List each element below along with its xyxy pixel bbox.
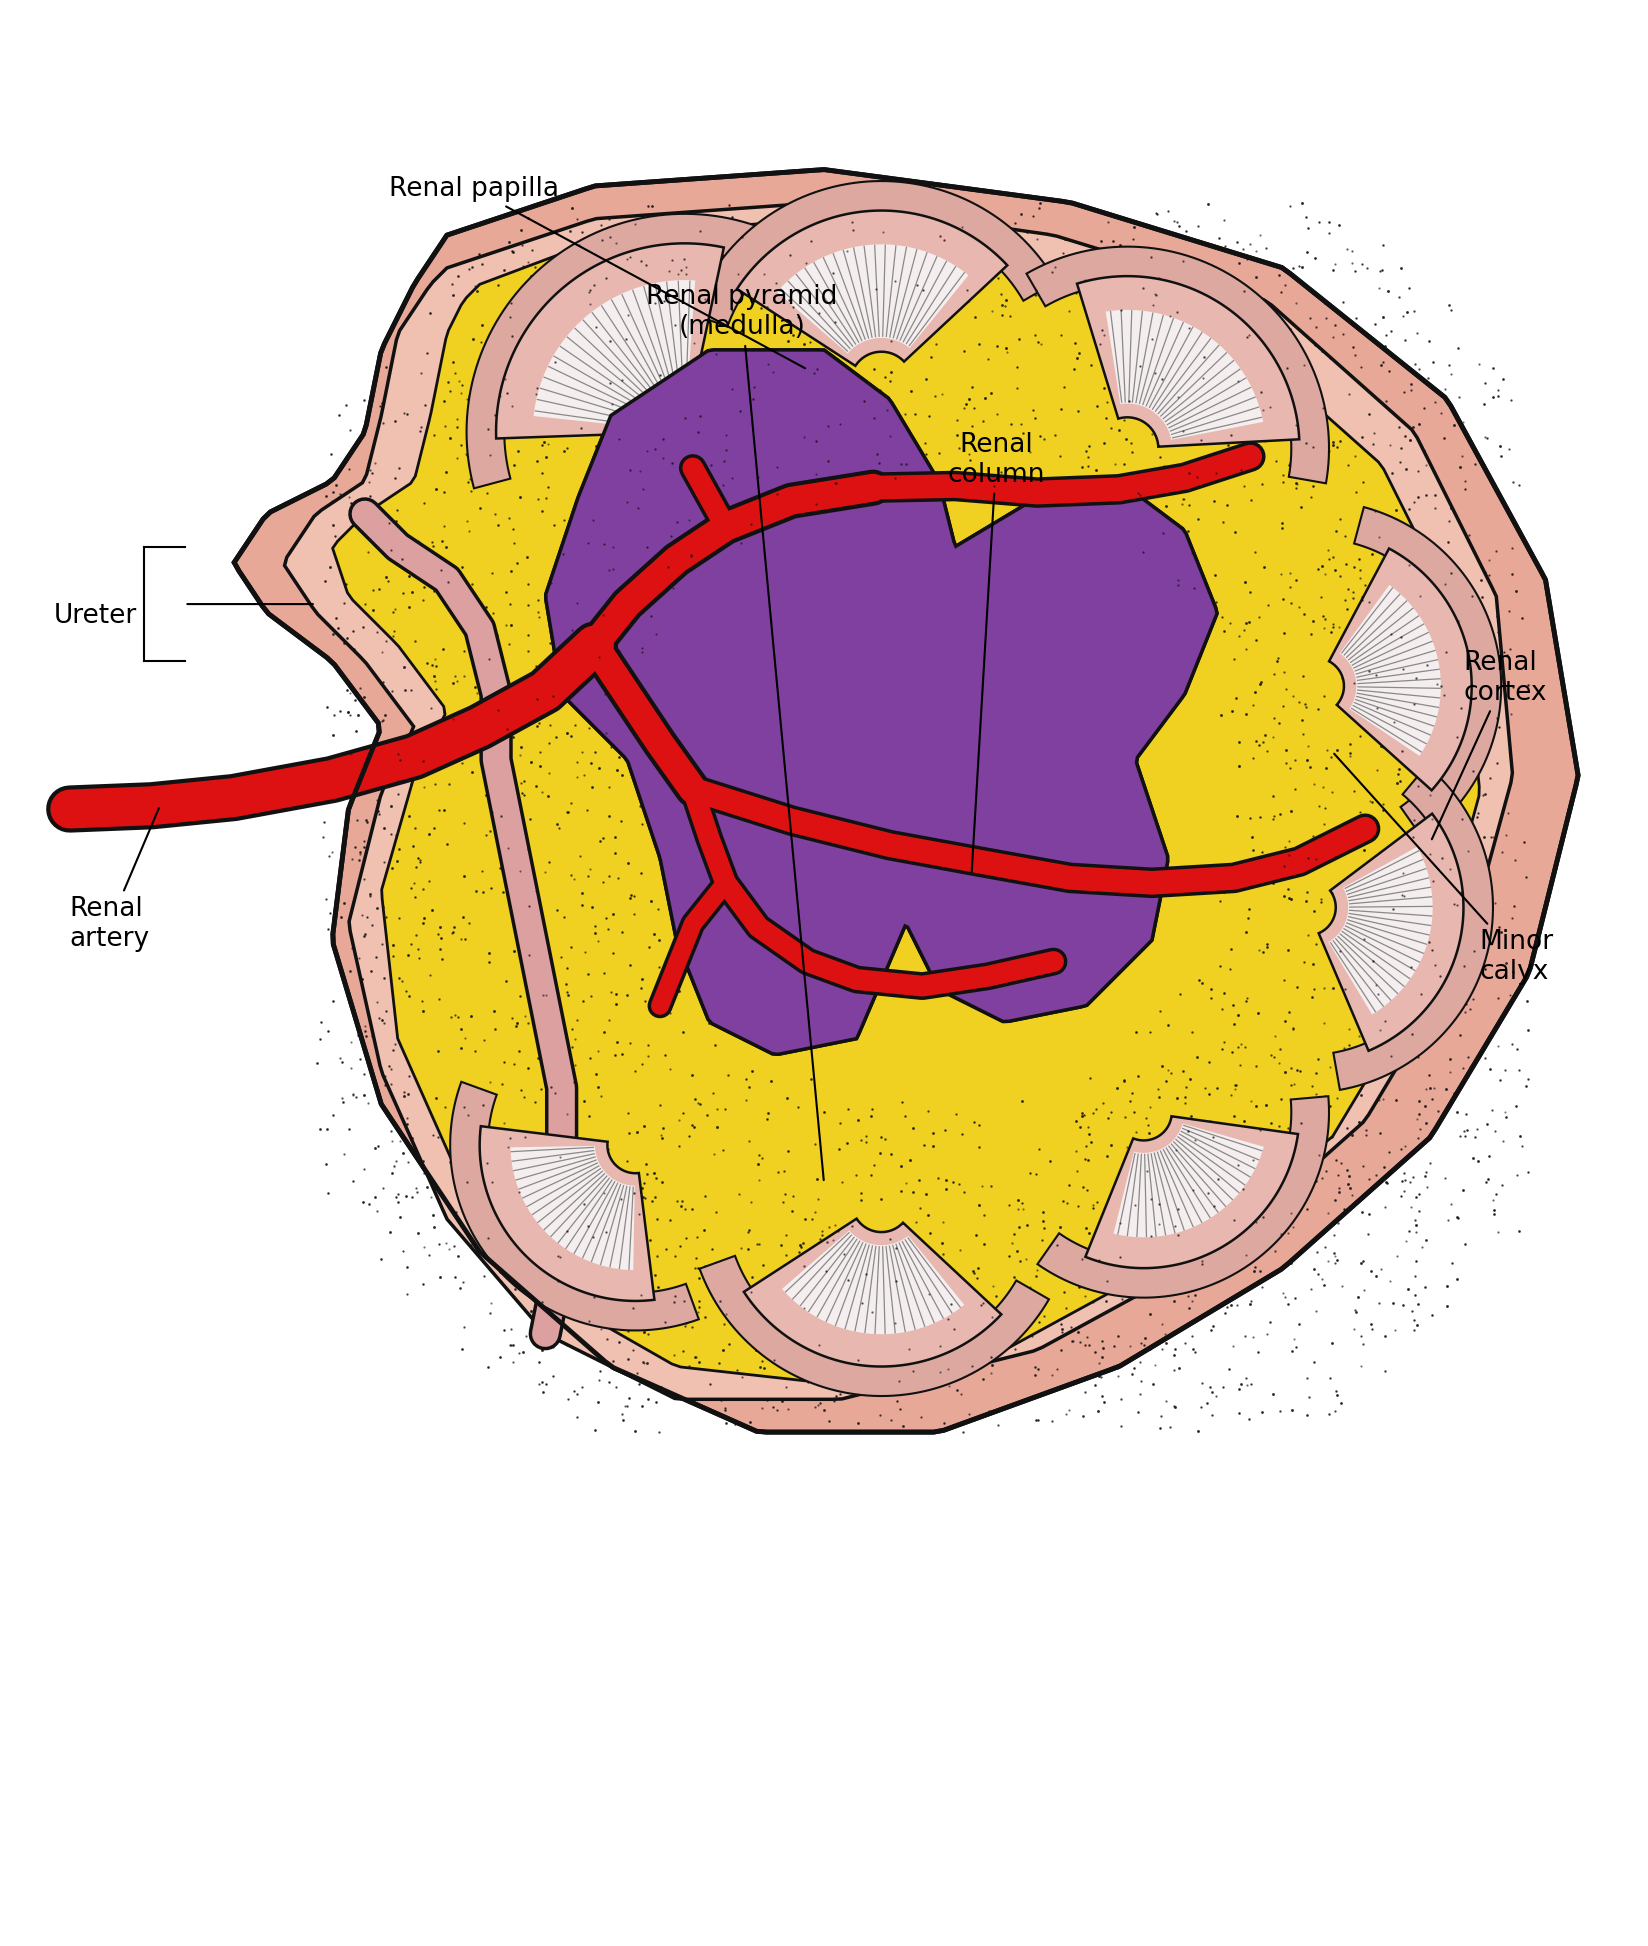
Polygon shape	[1038, 1096, 1328, 1298]
Polygon shape	[496, 243, 723, 438]
Polygon shape	[545, 350, 1216, 1055]
Polygon shape	[699, 1255, 1048, 1395]
Polygon shape	[1086, 1117, 1299, 1269]
Polygon shape	[737, 210, 1007, 366]
Polygon shape	[1106, 307, 1266, 440]
Polygon shape	[531, 276, 695, 426]
Polygon shape	[780, 1230, 966, 1337]
Polygon shape	[285, 202, 1513, 1399]
Polygon shape	[480, 1127, 654, 1302]
Text: Renal
column: Renal column	[948, 432, 1045, 872]
Polygon shape	[1027, 247, 1328, 483]
Polygon shape	[1112, 1123, 1267, 1240]
Polygon shape	[1078, 276, 1299, 448]
Polygon shape	[1328, 549, 1472, 790]
Polygon shape	[234, 169, 1579, 1432]
Text: Renal papilla: Renal papilla	[389, 177, 806, 368]
Polygon shape	[1328, 845, 1435, 1018]
Text: Minor
calyx: Minor calyx	[1335, 753, 1554, 985]
Polygon shape	[1355, 508, 1501, 839]
Polygon shape	[743, 1218, 1002, 1366]
Polygon shape	[545, 350, 1216, 1055]
Polygon shape	[1318, 813, 1463, 1051]
Polygon shape	[450, 1082, 699, 1331]
Text: Renal
artery: Renal artery	[69, 808, 158, 952]
Polygon shape	[508, 1146, 634, 1273]
Polygon shape	[466, 214, 776, 488]
Text: Ureter: Ureter	[53, 603, 137, 629]
Polygon shape	[1333, 765, 1493, 1090]
Polygon shape	[1340, 582, 1444, 757]
Text: Renal pyramid
(medulla): Renal pyramid (medulla)	[646, 284, 837, 1179]
Polygon shape	[333, 220, 1480, 1382]
Polygon shape	[775, 241, 971, 354]
Text: Renal
cortex: Renal cortex	[1432, 650, 1547, 839]
Polygon shape	[692, 181, 1056, 327]
